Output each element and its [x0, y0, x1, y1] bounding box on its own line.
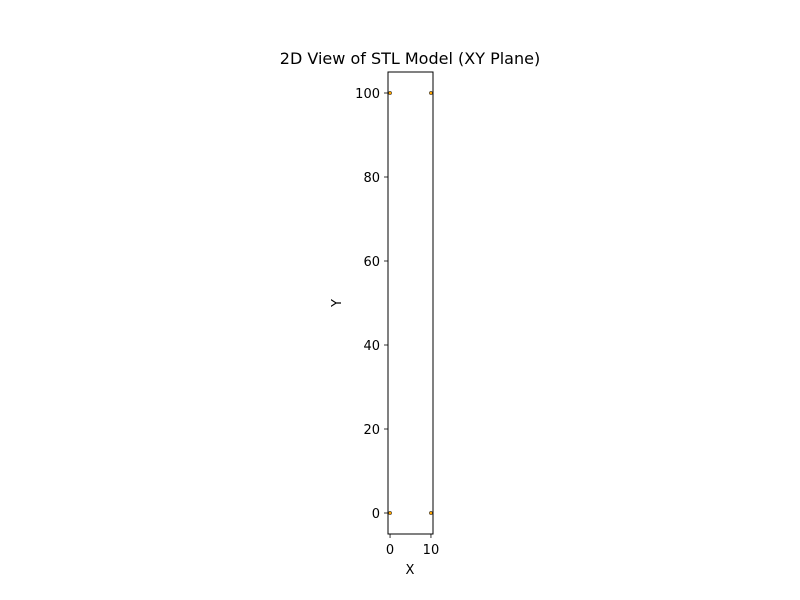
- data-point: [388, 511, 392, 515]
- y-tick-label: 40: [363, 339, 380, 354]
- y-tick-label: 100: [355, 87, 380, 102]
- y-tick-label: 80: [363, 171, 380, 186]
- chart-title: 2D View of STL Model (XY Plane): [280, 49, 540, 68]
- x-axis-ticks: 0 10: [386, 534, 439, 558]
- x-axis-label: X: [406, 563, 415, 578]
- data-points: [388, 91, 433, 515]
- y-tick-label: 60: [363, 255, 380, 270]
- plot-frame: [387, 71, 434, 535]
- y-axis-label: Y: [330, 299, 345, 308]
- y-tick-label: 0: [372, 507, 380, 522]
- x-tick-label: 10: [423, 543, 440, 558]
- y-axis-ticks: 0 20 40 60 80 100: [355, 87, 388, 522]
- data-point: [388, 91, 392, 95]
- data-point: [429, 511, 433, 515]
- x-tick-label: 0: [386, 543, 394, 558]
- plot-area: [388, 72, 433, 534]
- data-point: [429, 91, 433, 95]
- y-tick-label: 20: [363, 423, 380, 438]
